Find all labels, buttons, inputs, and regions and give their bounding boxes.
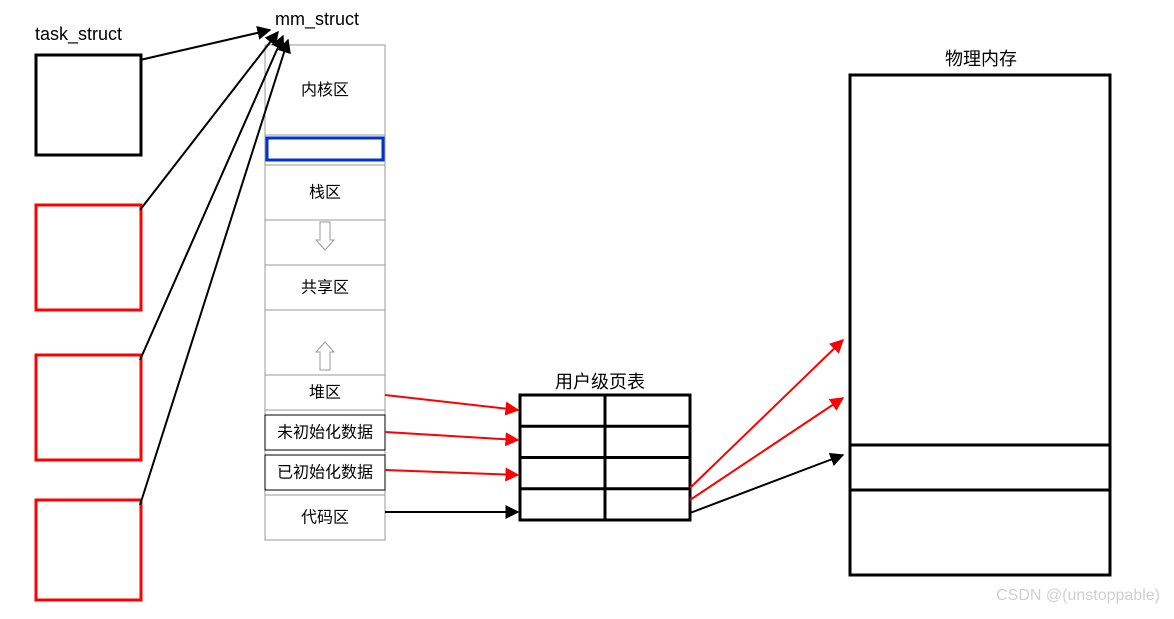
arrow-mm-to-pt-2 <box>385 470 518 475</box>
label-task-struct: task_struct <box>35 24 122 45</box>
watermark: CSDN @(unstoppable) <box>996 587 1160 604</box>
phys-mem <box>850 75 1110 575</box>
mm-segment-label-4: 未初始化数据 <box>277 424 373 442</box>
mm-segment-label-2: 共享区 <box>301 279 349 297</box>
mm-blue-band <box>267 138 383 160</box>
arrow-task-to-mm-3 <box>140 40 288 505</box>
arrow-mm-to-pt-1 <box>385 432 518 440</box>
label-phys-mem: 物理内存 <box>945 49 1017 69</box>
task-struct-box-0 <box>36 55 141 155</box>
label-page-table: 用户级页表 <box>555 372 645 392</box>
label-mm-struct: mm_struct <box>275 9 359 30</box>
mm-segment-label-1: 栈区 <box>309 184 341 202</box>
task-struct-box-2 <box>36 355 141 460</box>
arrow-task-to-mm-2 <box>140 36 283 360</box>
arrow-task-to-mm-1 <box>140 32 278 210</box>
task-struct-box-3 <box>36 500 141 600</box>
mm-up-arrow-icon <box>316 342 334 370</box>
mm-segment-label-0: 内核区 <box>301 81 349 99</box>
arrow-task-to-mm-0 <box>140 30 270 60</box>
mm-segment-label-6: 代码区 <box>301 509 349 527</box>
task-struct-box-1 <box>36 205 141 310</box>
diagram-canvas: 内核区栈区共享区堆区未初始化数据已初始化数据代码区 task_struct mm_s… <box>0 0 1174 619</box>
mm-segment-label-5: 已初始化数据 <box>277 464 373 482</box>
mm-segment-label-3: 堆区 <box>309 384 341 402</box>
arrow-mm-to-pt-0 <box>385 395 518 410</box>
mm-down-arrow-icon <box>316 222 334 250</box>
